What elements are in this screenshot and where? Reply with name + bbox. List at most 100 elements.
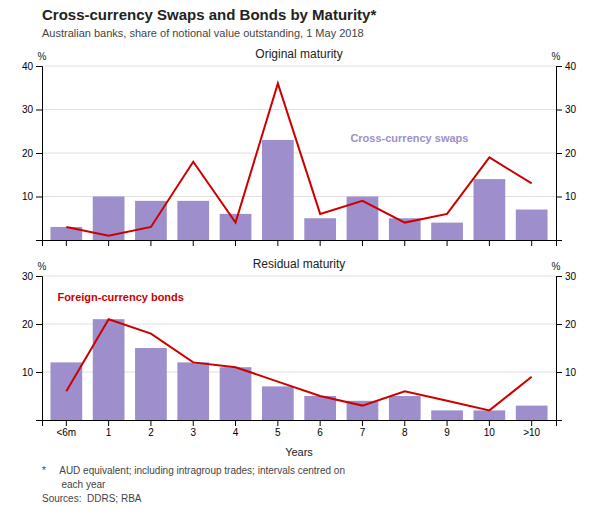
y-axis-label: % xyxy=(38,261,47,272)
tick-label: 20 xyxy=(22,148,34,159)
tick-mark xyxy=(556,276,562,277)
tick-mark xyxy=(556,324,562,325)
tick: 9 xyxy=(444,420,450,438)
y2-axis-label: % xyxy=(552,51,561,62)
tick: <6m xyxy=(56,420,76,438)
y-axis-label: % xyxy=(38,51,47,62)
tick-label: >10 xyxy=(523,427,540,438)
tick-mark xyxy=(447,240,448,246)
tick-mark xyxy=(193,240,194,246)
tick-mark xyxy=(320,420,321,426)
footnotes: * AUD equivalent; including intragroup t… xyxy=(42,465,345,504)
bar xyxy=(304,396,336,420)
tick-mark xyxy=(320,240,321,246)
panel: 1020304010203040%%Original maturityCross… xyxy=(22,47,577,246)
bar xyxy=(135,348,167,420)
tick-mark xyxy=(66,240,67,246)
tick-mark xyxy=(108,240,109,246)
annotation: Foreign-currency bonds xyxy=(57,291,184,303)
axis-line xyxy=(557,67,563,241)
tick: 6 xyxy=(317,420,323,438)
tick-mark xyxy=(36,372,42,373)
tick: 5 xyxy=(275,420,281,438)
tick: 30 xyxy=(22,271,42,282)
tick: 30 xyxy=(556,104,577,115)
tick-mark xyxy=(36,153,42,154)
footnote: each year xyxy=(42,479,106,490)
bar xyxy=(93,319,125,420)
tick xyxy=(66,240,67,246)
axis-line xyxy=(557,277,563,421)
tick-mark xyxy=(108,420,109,426)
tick: 20 xyxy=(556,319,577,330)
tick: 20 xyxy=(22,319,42,330)
tick-mark xyxy=(556,110,562,111)
tick xyxy=(193,240,194,246)
bar xyxy=(220,367,252,420)
tick: 1 xyxy=(106,420,112,438)
tick: >10 xyxy=(523,420,540,438)
line xyxy=(66,319,531,410)
tick: 10 xyxy=(556,191,577,202)
tick-label: 10 xyxy=(22,367,34,378)
tick: 10 xyxy=(556,367,577,378)
tick-label: 4 xyxy=(233,427,239,438)
tick-mark xyxy=(36,66,42,67)
tick xyxy=(531,240,532,246)
tick: 2 xyxy=(148,420,154,438)
tick-label: 1 xyxy=(106,427,112,438)
grid-line xyxy=(42,276,556,277)
tick: 20 xyxy=(556,148,577,159)
tick: 4 xyxy=(233,420,239,438)
panel-title: Residual maturity xyxy=(253,257,346,271)
tick: 20 xyxy=(22,148,42,159)
tick xyxy=(277,240,278,246)
tick-mark xyxy=(362,240,363,246)
axis-line xyxy=(43,241,557,247)
tick xyxy=(362,240,363,246)
y-axis: 10 20 30 xyxy=(22,271,43,421)
tick-label: 30 xyxy=(565,271,577,282)
tick-mark xyxy=(447,420,448,426)
y-axis: 10203040 xyxy=(22,61,43,241)
footnote: * AUD equivalent; including intragroup t… xyxy=(42,465,345,476)
panel: 102030102030<6m12345678910>10%%Residual … xyxy=(22,257,577,458)
tick: 40 xyxy=(556,61,577,72)
tick-mark xyxy=(556,153,562,154)
grid-line xyxy=(42,153,556,154)
tick-mark xyxy=(36,276,42,277)
marks xyxy=(50,83,547,240)
tick-label: 9 xyxy=(444,427,450,438)
tick: 7 xyxy=(360,420,366,438)
tick: 10 xyxy=(484,420,496,438)
tick: 30 xyxy=(22,104,42,115)
tick-label: 7 xyxy=(360,427,366,438)
tick-mark xyxy=(531,420,532,426)
tick-mark xyxy=(150,420,151,426)
tick-label: 30 xyxy=(565,104,577,115)
axis-line xyxy=(36,277,43,421)
title: Cross-currency Swaps and Bonds by Maturi… xyxy=(42,6,376,23)
tick: 8 xyxy=(402,420,408,438)
tick xyxy=(447,240,448,246)
bar-series xyxy=(50,140,547,240)
tick xyxy=(108,240,109,246)
tick-mark xyxy=(36,324,42,325)
tick-mark xyxy=(404,240,405,246)
tick-mark xyxy=(531,240,532,246)
grid-line xyxy=(42,66,556,67)
bar xyxy=(135,201,167,240)
axis-line xyxy=(36,67,43,241)
tick-mark xyxy=(235,240,236,246)
tick: 40 xyxy=(22,61,42,72)
tick-mark xyxy=(150,240,151,246)
tick-label: <6m xyxy=(56,427,76,438)
tick-label: 10 xyxy=(565,367,577,378)
tick-label: 6 xyxy=(317,427,323,438)
bar xyxy=(177,201,209,240)
tick-label: 20 xyxy=(565,319,577,330)
tick-mark xyxy=(556,197,562,198)
bar xyxy=(220,214,252,240)
bar xyxy=(389,396,421,420)
chart-svg: Cross-currency Swaps and Bonds by Maturi… xyxy=(0,0,598,529)
